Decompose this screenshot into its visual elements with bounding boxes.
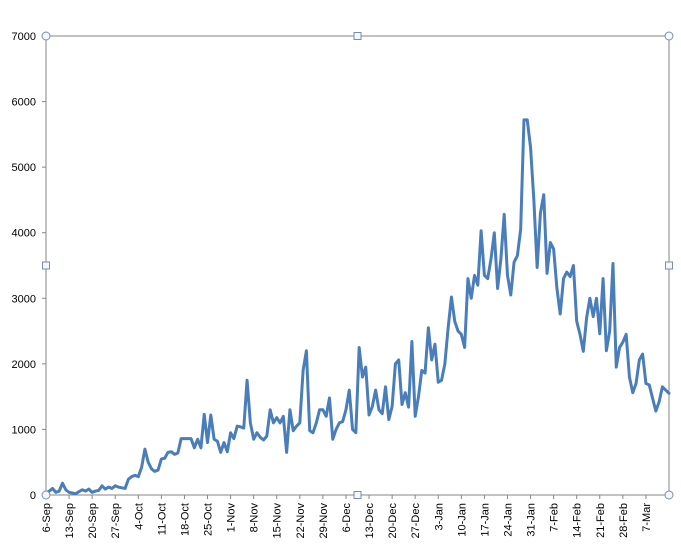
y-tick-label: 6000 xyxy=(12,97,36,109)
x-tick-label: 18-Oct xyxy=(179,503,191,536)
corner-resize-handle[interactable] xyxy=(664,490,674,500)
x-tick-label: 10-Jan xyxy=(456,503,468,537)
corner-resize-handle[interactable] xyxy=(41,490,51,500)
x-tick-label: 20-Sep xyxy=(87,503,99,538)
edge-resize-handle[interactable] xyxy=(353,32,362,40)
edge-resize-handle[interactable] xyxy=(42,261,50,270)
series-layer xyxy=(44,118,671,496)
x-tick-label: 25-Oct xyxy=(203,503,215,536)
x-tick-label: 6-Sep xyxy=(41,503,53,532)
y-tick-label: 1000 xyxy=(12,424,36,436)
x-tick-label: 24-Jan xyxy=(502,503,514,537)
y-tick-label: 3000 xyxy=(12,293,36,305)
x-tick-label: 29-Nov xyxy=(318,503,330,539)
x-tick-label: 27-Dec xyxy=(410,503,422,539)
edge-resize-handle[interactable] xyxy=(353,491,362,499)
x-tick-label: 3-Jan xyxy=(433,503,445,531)
x-tick-label: 7-Mar xyxy=(641,503,653,532)
y-axis: 0 1000 2000 3000 4000 5000 6000 7000 xyxy=(12,31,46,502)
x-tick-label: 8-Nov xyxy=(249,503,261,533)
x-tick-label: 7-Feb xyxy=(549,503,561,532)
x-tick-label: 20-Dec xyxy=(387,503,399,539)
x-tick-label: 6-Dec xyxy=(341,503,353,533)
x-tick-label: 13-Dec xyxy=(364,503,376,539)
x-tick-label: 31-Jan xyxy=(526,503,538,537)
x-tick-label: 13-Sep xyxy=(64,503,76,538)
x-tick-label: 4-Oct xyxy=(133,503,145,530)
x-tick-label: 17-Jan xyxy=(479,503,491,537)
edge-resize-handle[interactable] xyxy=(665,261,673,270)
x-tick-label: 1-Nov xyxy=(226,503,238,533)
series-line xyxy=(44,118,671,496)
corner-resize-handle[interactable] xyxy=(41,31,51,41)
x-tick-label: 28-Feb xyxy=(618,503,630,538)
x-tick-label: 27-Sep xyxy=(110,503,122,538)
x-axis: 6-Sep 13-Sep 20-Sep 27-Sep 4-Oct 11-Oct 18-Oct… xyxy=(41,495,653,538)
y-tick-label: 0 xyxy=(30,490,36,502)
x-tick-label: 11-Oct xyxy=(156,503,168,535)
y-tick-label: 7000 xyxy=(12,31,36,43)
x-tick-label: 22-Nov xyxy=(295,503,307,539)
x-tick-label: 15-Nov xyxy=(272,503,284,539)
y-tick-label: 4000 xyxy=(12,228,36,240)
selection-handles[interactable] xyxy=(41,31,674,500)
y-tick-label: 5000 xyxy=(12,162,36,174)
x-tick-label: 14-Feb xyxy=(572,503,584,538)
corner-resize-handle[interactable] xyxy=(664,31,674,41)
y-tick-label: 2000 xyxy=(12,359,36,371)
x-tick-label: 21-Feb xyxy=(595,503,607,538)
